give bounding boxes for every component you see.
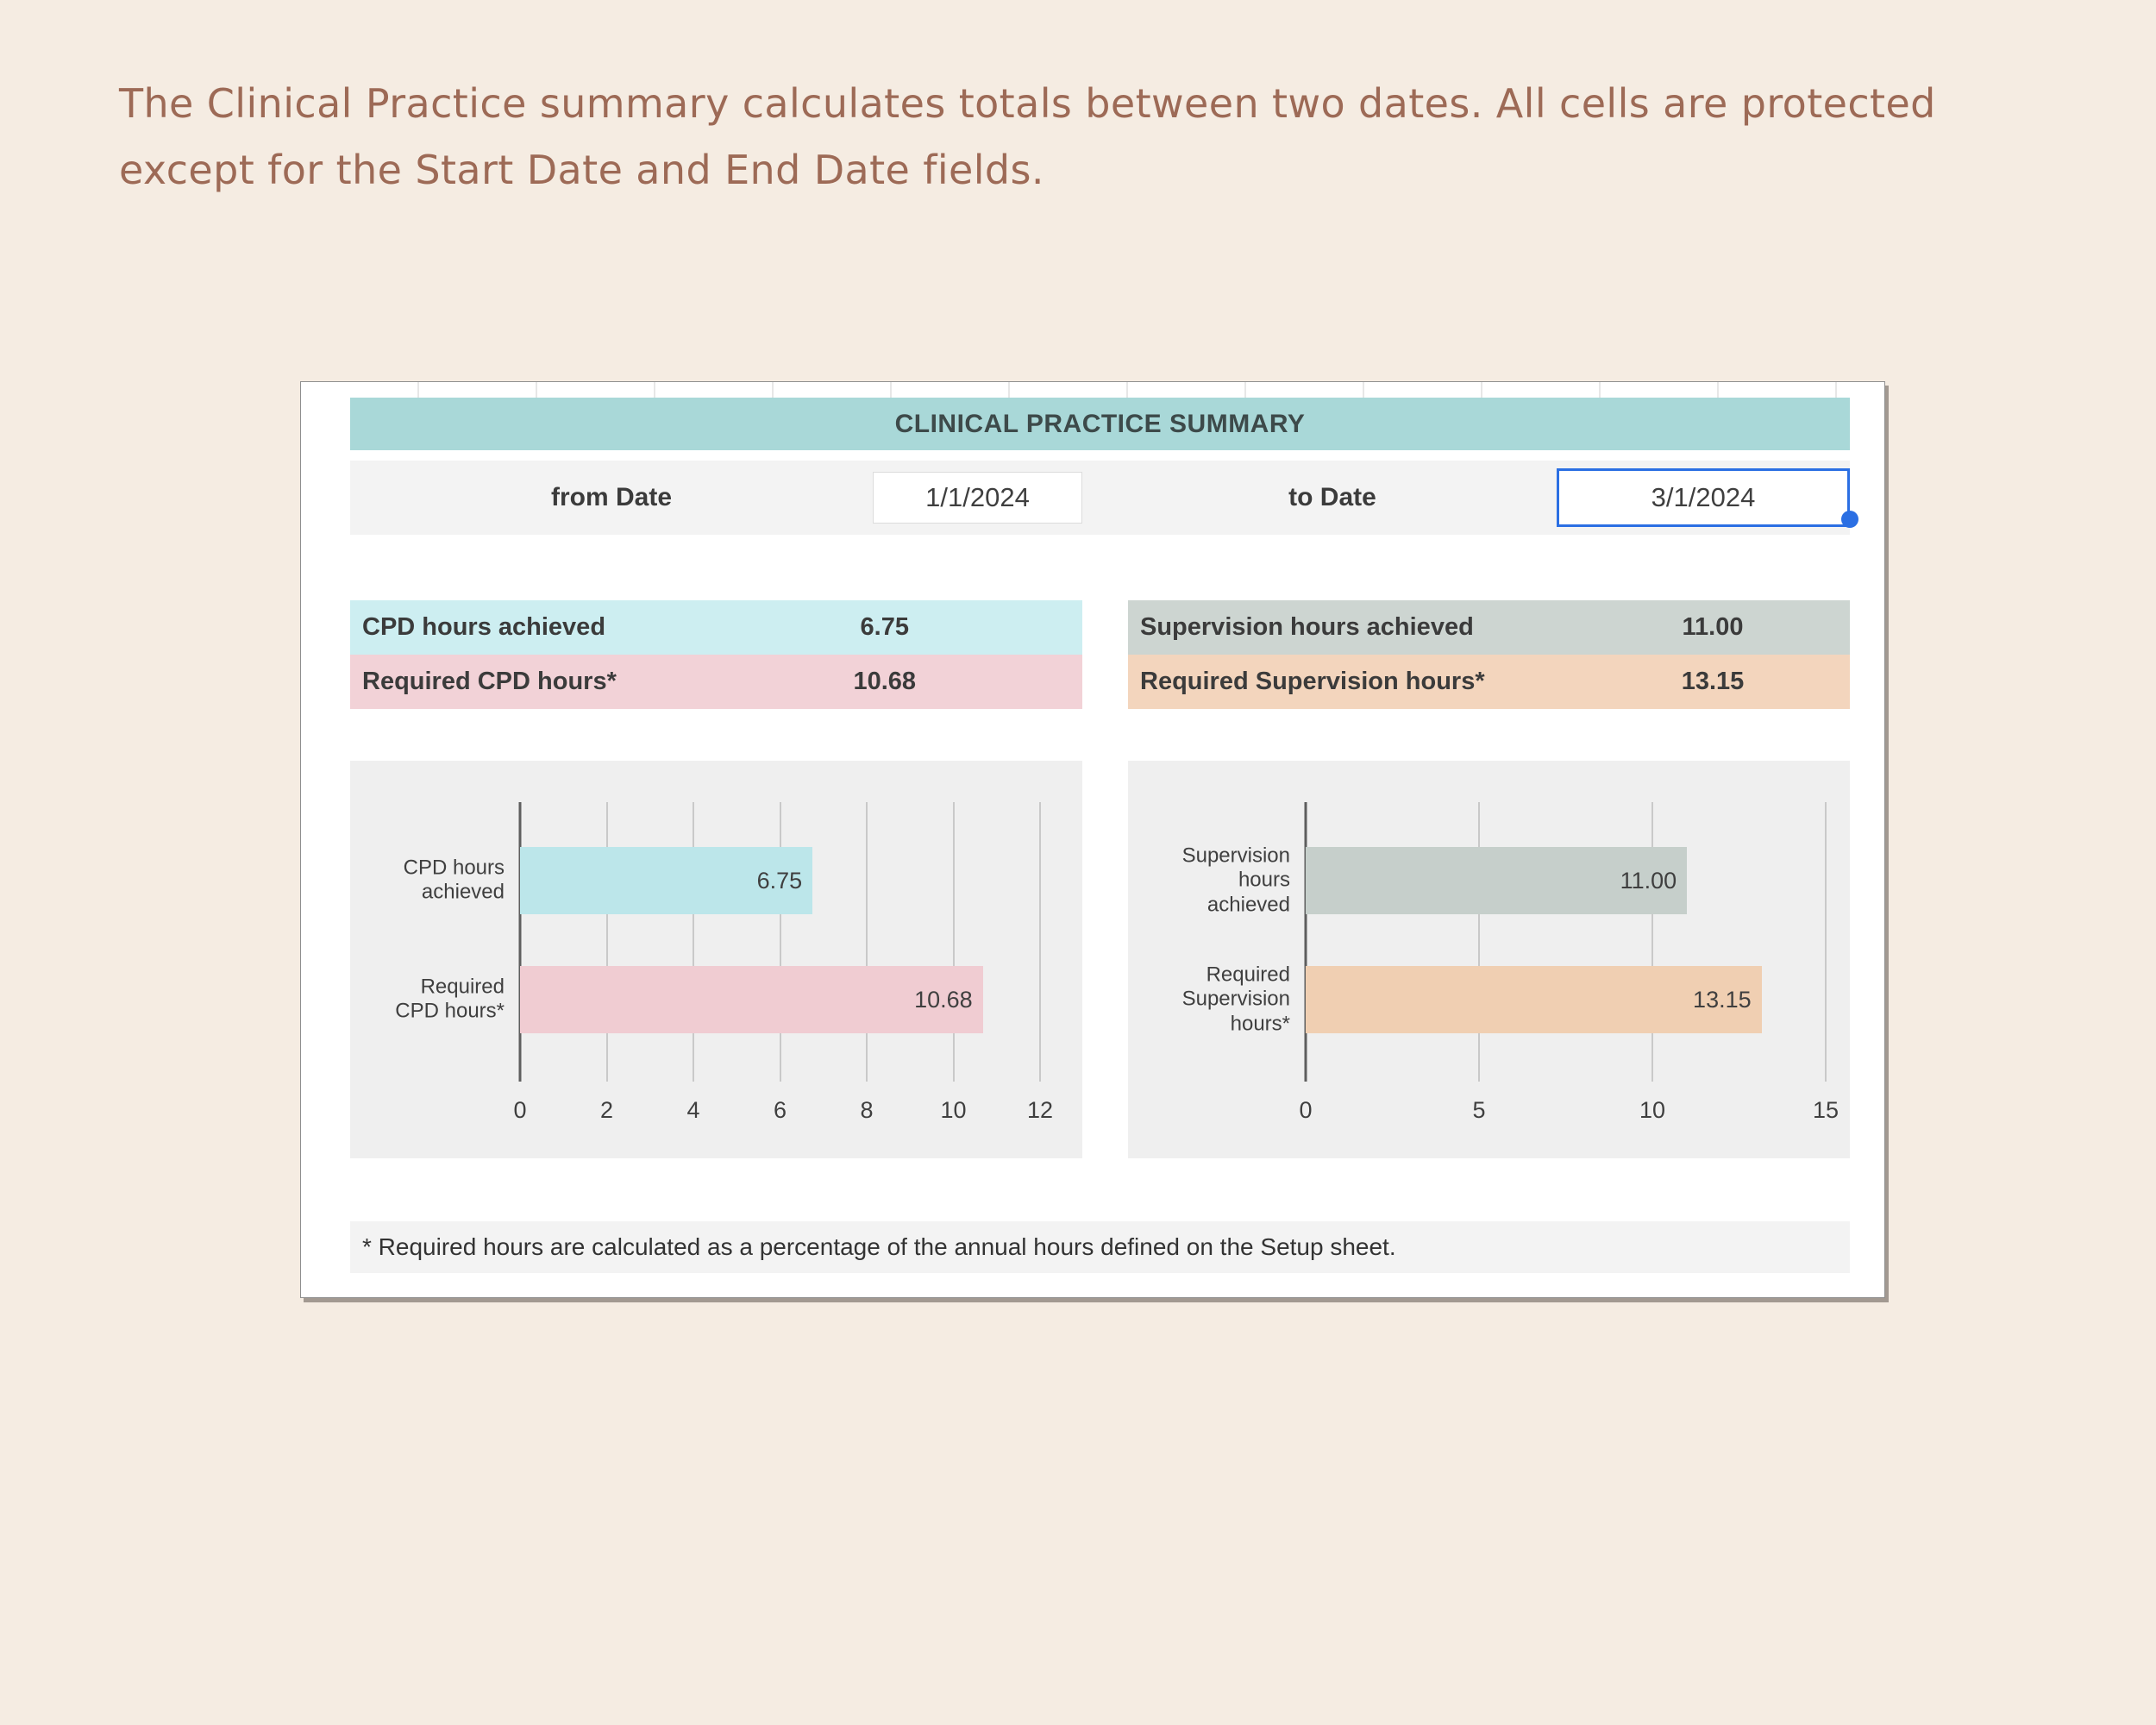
bar-1: 10.68: [520, 966, 983, 1033]
supervision-summary-table: Supervision hours achieved 11.00 Require…: [1128, 600, 1850, 709]
cpd-achieved-label: CPD hours achieved: [362, 613, 606, 641]
cpd-summary-table: CPD hours achieved 6.75 Required CPD hou…: [350, 600, 1082, 709]
x-tick-label: 2: [599, 1097, 614, 1123]
bar-value-label: 10.68: [914, 986, 973, 1013]
intro-line-2: except for the Start Date and End Date f…: [119, 147, 1044, 194]
x-tick-label: 8: [860, 1097, 874, 1123]
clinical-practice-summary-panel: CLINICAL PRACTICE SUMMARY from Date to D…: [300, 381, 1885, 1298]
from-date-label: from Date: [550, 483, 673, 511]
gridline: [1825, 802, 1827, 1082]
gridline: [866, 802, 868, 1082]
supervision-achieved-value: 11.00: [1682, 613, 1744, 641]
bar-1: 13.15: [1306, 966, 1762, 1033]
summary-row: CPD hours achieved 6.75 Required CPD hou…: [350, 600, 1850, 709]
x-tick-label: 5: [1472, 1097, 1486, 1123]
supervision-required-row: Required Supervision hours* 13.15: [1128, 655, 1850, 709]
gridline: [605, 802, 608, 1082]
supervision-hours-chart: 0 5 10 15 11.00 13.15 Supervision hours achie…: [1128, 761, 1850, 1158]
cpd-achieved-row: CPD hours achieved 6.75: [350, 600, 1082, 655]
to-date-label: to Date: [1288, 483, 1376, 511]
bar-value-label: 6.75: [756, 867, 803, 894]
to-date-input[interactable]: [1557, 468, 1850, 527]
supervision-chart-plot-area: 0 5 10 15 11.00 13.15: [1299, 802, 1839, 1123]
gridline: [1651, 802, 1653, 1082]
charts-row: 0 2 4 6 8 10 12 6.75 10.68 CPD hours achieved Req…: [350, 761, 1850, 1158]
footnote: * Required hours are calculated as a per…: [350, 1221, 1850, 1273]
category-label: Supervision hours achieved: [1181, 844, 1290, 917]
cpd-achieved-value: 6.75: [860, 613, 909, 641]
gridline: [1039, 802, 1041, 1082]
x-tick-label: 12: [1026, 1097, 1054, 1123]
bar-0: 6.75: [520, 847, 813, 914]
axis-zero-line: [1304, 802, 1307, 1082]
category-label: CPD hours achieved: [403, 856, 505, 904]
bar-value-label: 11.00: [1620, 867, 1677, 894]
panel-title: CLINICAL PRACTICE SUMMARY: [350, 398, 1850, 450]
supervision-required-label: Required Supervision hours*: [1140, 668, 1485, 695]
cpd-chart-plot-area: 0 2 4 6 8 10 12 6.75 10.68: [513, 802, 1053, 1123]
intro-text: The Clinical Practice summary calculates…: [119, 71, 2094, 204]
from-date-input[interactable]: [873, 472, 1082, 524]
selection-fill-handle[interactable]: [1841, 511, 1858, 528]
cpd-required-row: Required CPD hours* 10.68: [350, 655, 1082, 709]
x-tick-label: 10: [940, 1097, 967, 1123]
x-tick-label: 10: [1639, 1097, 1666, 1123]
supervision-achieved-row: Supervision hours achieved 11.00: [1128, 600, 1850, 655]
x-tick-label: 0: [1299, 1097, 1313, 1123]
bar-value-label: 13.15: [1693, 986, 1752, 1013]
spreadsheet-column-edges: [301, 382, 1884, 398]
gridline: [952, 802, 955, 1082]
cpd-required-label: Required CPD hours*: [362, 668, 617, 695]
x-tick-label: 4: [686, 1097, 700, 1123]
x-tick-label: 0: [513, 1097, 527, 1123]
cpd-hours-chart: 0 2 4 6 8 10 12 6.75 10.68 CPD hours achieved Req…: [350, 761, 1082, 1158]
gridline: [779, 802, 781, 1082]
supervision-required-value: 13.15: [1681, 668, 1745, 695]
intro-line-1: The Clinical Practice summary calculates…: [119, 80, 1936, 127]
gridline: [693, 802, 694, 1082]
supervision-achieved-label: Supervision hours achieved: [1140, 613, 1474, 641]
x-tick-label: 15: [1812, 1097, 1839, 1123]
axis-zero-line: [518, 802, 522, 1082]
date-row: from Date to Date: [350, 461, 1858, 535]
category-label: Required Supervision hours*: [1181, 963, 1290, 1036]
cpd-required-value: 10.68: [853, 668, 917, 695]
bar-0: 11.00: [1306, 847, 1688, 914]
category-label: Required CPD hours*: [395, 975, 505, 1023]
x-tick-label: 6: [773, 1097, 787, 1123]
gridline: [1478, 802, 1480, 1082]
